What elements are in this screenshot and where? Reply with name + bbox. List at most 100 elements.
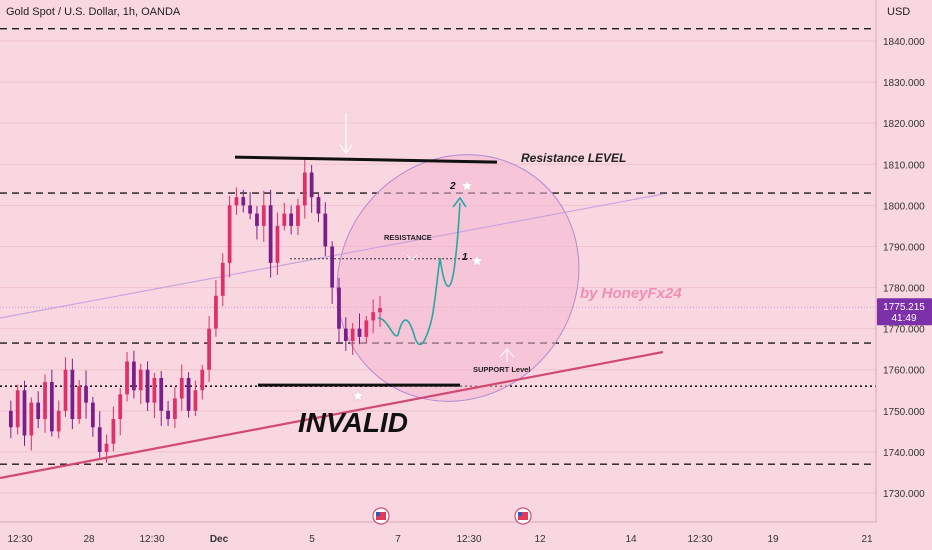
candle-body: [268, 205, 273, 263]
candle-body: [350, 328, 355, 341]
highlight-ellipse: [336, 154, 580, 402]
candle-body: [261, 205, 266, 226]
resistance-level-label: Resistance LEVEL: [521, 151, 626, 165]
candle-body: [234, 197, 239, 206]
candle-body: [173, 398, 177, 420]
support-trend-line: [0, 350, 664, 480]
time-tick-label: 28: [83, 534, 95, 545]
drawings-front: Resistance LEVEL RESISTANCE SUPPORT Level I…: [0, 113, 664, 480]
time-tick-label: 21: [861, 534, 873, 545]
point-1-label: 1: [462, 252, 468, 263]
time-tick-label: 14: [625, 534, 637, 545]
candle-body: [309, 172, 314, 198]
candle-body: [200, 369, 205, 391]
candle-body: [15, 390, 20, 428]
candle: [22, 380, 27, 446]
candle: [241, 189, 246, 213]
candle: [248, 192, 252, 220]
candle-body: [220, 262, 225, 296]
us-flag-event-icon: [514, 507, 532, 525]
time-tick-label: Dec: [210, 534, 229, 545]
time-axis[interactable]: 12:30 28 12:30 Dec 5 7 12:30 12 14 12:30 19 21: [0, 507, 876, 545]
price-tick-label: 1770.000: [883, 325, 925, 336]
candle-body: [179, 377, 184, 399]
candle-body: [77, 386, 82, 420]
event-icon-flag: [376, 512, 386, 520]
time-tick-label: 19: [767, 534, 779, 545]
candle-body: [63, 369, 68, 411]
candle: [152, 372, 157, 419]
last-price-tag-bg: [877, 298, 932, 326]
resistance-arrow-icon: [406, 254, 418, 261]
candle-body: [302, 172, 307, 206]
candle: [289, 205, 294, 235]
projection-path: [377, 202, 461, 345]
candle: [207, 316, 211, 382]
symbol-title[interactable]: Gold Spot / U.S. Dollar, 1h, OANDA: [6, 6, 181, 18]
candle: [378, 295, 382, 328]
drawings-back: by HoneyFx24: [0, 154, 682, 402]
candle: [29, 397, 34, 451]
price-tick-label: 1800.000: [883, 201, 925, 212]
candle: [227, 195, 232, 278]
candle-body: [186, 377, 191, 411]
candle-body: [43, 382, 47, 420]
candle: [125, 351, 129, 402]
time-tick-label: 12:30: [7, 534, 32, 545]
candle: [70, 358, 75, 430]
event-icon-flag: [518, 512, 528, 520]
candle: [337, 277, 341, 344]
candle-body: [289, 213, 294, 226]
point-2-label: 2: [449, 181, 456, 192]
candle: [357, 313, 362, 345]
candle-body: [90, 402, 95, 428]
candle: [316, 192, 321, 223]
price-axis[interactable]: 1730.000 1740.000 1750.000 1760.000 1770.000…: [875, 0, 932, 550]
candle: [166, 400, 170, 427]
candle-body: [132, 361, 136, 391]
candle-body: [159, 377, 164, 411]
candle: [261, 190, 266, 242]
candle: [186, 372, 191, 418]
candle-body: [152, 377, 157, 403]
candle-body: [316, 197, 321, 214]
us-flag-event-icon: [372, 507, 390, 525]
time-tick-label: 5: [309, 534, 315, 545]
candle-body: [337, 287, 341, 329]
time-tick-label: 12:30: [456, 534, 481, 545]
candle: [282, 202, 287, 231]
candle-body: [378, 308, 382, 313]
candle: [255, 206, 259, 240]
candle-body: [357, 328, 362, 337]
star-icon-target-1: [470, 254, 484, 267]
time-tick-label: 7: [395, 534, 401, 545]
candle-body: [207, 328, 211, 370]
candle: [56, 400, 61, 439]
candle-body: [241, 197, 246, 206]
invalid-label: INVALID: [298, 407, 408, 438]
candle-body: [36, 402, 41, 420]
price-tick-label: 1820.000: [883, 119, 925, 130]
candle-body: [343, 328, 348, 341]
candle: [111, 406, 116, 452]
grid-lines: [0, 40, 876, 494]
candle-body: [111, 419, 116, 444]
candle-body: [118, 394, 123, 420]
candle-body: [166, 410, 170, 420]
candle: [193, 380, 198, 417]
candle: [8, 400, 13, 439]
candle: [268, 189, 273, 278]
candle-body: [104, 443, 109, 452]
candle: [159, 370, 164, 426]
time-tick-label: 12:30: [139, 534, 164, 545]
price-tick-label: 1740.000: [883, 448, 925, 459]
candle-body: [70, 369, 75, 420]
price-tick-label: 1810.000: [883, 160, 925, 171]
candle-body: [145, 369, 150, 403]
candle: [350, 322, 355, 355]
candle-body: [330, 246, 335, 288]
candle-body: [125, 361, 129, 395]
